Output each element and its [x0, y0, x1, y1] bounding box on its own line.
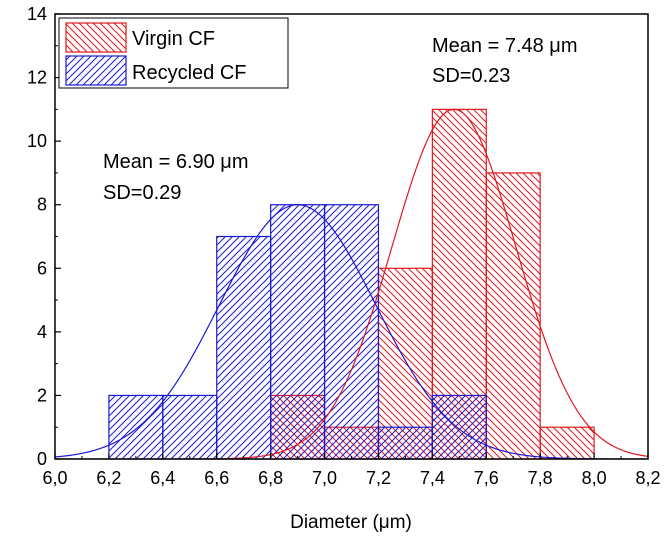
- recycled-cf-bar: [216, 235, 272, 460]
- x-tick-label: 6,0: [42, 468, 67, 488]
- x-tick-label: 6,4: [150, 468, 175, 488]
- y-tick-label: 8: [37, 195, 47, 215]
- y-tick-label: 6: [37, 258, 47, 278]
- recycled-cf-bar: [270, 204, 326, 460]
- virgin-sd-annotation: SD=0.23: [432, 65, 510, 87]
- virgin-cf-bar: [485, 172, 541, 460]
- x-tick-label: 8,2: [635, 468, 660, 488]
- legend: Virgin CF Recycled CF: [58, 17, 289, 89]
- axes: 6,0 6,2 6,4 6,6 6,8 7,0 7,2 7,4 7,6 7,8 8,0 8,2 0 2 4 6…: [27, 4, 661, 488]
- y-tick-label: 10: [27, 131, 47, 151]
- legend-label-recycled-cf: Recycled CF: [132, 62, 246, 84]
- y-tick-label: 14: [27, 4, 47, 24]
- recycled-cf-bar: [377, 426, 433, 460]
- y-tick-label: 4: [37, 322, 47, 342]
- x-tick-label: 7,8: [528, 468, 553, 488]
- y-tick-label: 12: [27, 68, 47, 88]
- recycled-cf-bar: [162, 394, 218, 460]
- x-tick-label: 6,2: [96, 468, 121, 488]
- x-tick-label: 7,2: [366, 468, 391, 488]
- recycled-cf-fit-curve: [55, 204, 648, 459]
- legend-label-virgin-cf: Virgin CF: [132, 28, 215, 50]
- x-tick-label: 7,6: [474, 468, 499, 488]
- legend-swatch-recycled-cf: [65, 55, 127, 86]
- x-tick-label: 8,0: [582, 468, 607, 488]
- recycled-cf-bar: [108, 394, 164, 460]
- x-tick-label: 7,0: [312, 468, 337, 488]
- x-tick-label: 6,8: [258, 468, 283, 488]
- x-tick-label: 7,4: [420, 468, 445, 488]
- recycled-cf-bar: [323, 204, 380, 460]
- recycled-sd-annotation: SD=0.29: [103, 182, 181, 204]
- recycled-cf-bar: [431, 394, 487, 460]
- y-tick-label: 0: [37, 449, 47, 469]
- virgin-mean-annotation: Mean = 7.48 μm: [432, 35, 578, 57]
- gaussian-fits: [55, 108, 648, 459]
- recycled-mean-annotation: Mean = 6.90 μm: [103, 151, 249, 173]
- x-axis-title: Diameter (μm): [290, 512, 412, 533]
- virgin-cf-fit-curve: [55, 108, 648, 459]
- x-tick-label: 6,6: [204, 468, 229, 488]
- legend-swatch-virgin-cf: [65, 22, 127, 53]
- y-tick-label: 2: [37, 385, 47, 405]
- virgin-cf-bar: [539, 426, 595, 460]
